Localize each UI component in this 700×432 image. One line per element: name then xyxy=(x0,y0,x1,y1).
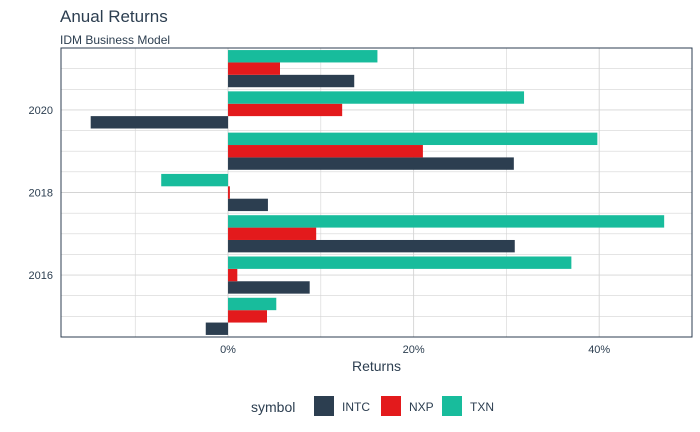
bar-txn-2018 xyxy=(161,173,229,187)
bar-intc-2019 xyxy=(228,157,514,170)
y-tick-label: 2020 xyxy=(29,105,53,117)
plot-panel-border xyxy=(60,47,693,338)
chart-title: Anual Returns xyxy=(60,7,168,26)
bar-nxp-2016 xyxy=(228,268,238,282)
legend-label-nxp: NXP xyxy=(409,400,434,414)
bar-txn-2016 xyxy=(228,256,572,269)
bar-nxp-2019 xyxy=(228,145,423,158)
legend-label-intc: INTC xyxy=(342,400,370,414)
bar-intc-2020 xyxy=(90,116,229,129)
legend-label-txn: TXN xyxy=(470,400,494,414)
bar-nxp-2018 xyxy=(228,186,230,199)
x-tick-label: 0% xyxy=(220,344,236,356)
legend-title: symbol xyxy=(251,399,295,415)
legend-swatch-nxp xyxy=(381,396,401,416)
bar-intc-2015 xyxy=(205,322,229,335)
bar-intc-2021 xyxy=(228,74,355,88)
bar-intc-2017 xyxy=(228,239,515,253)
legend-swatch-intc xyxy=(314,396,334,416)
bar-nxp-2015 xyxy=(228,310,268,323)
bar-nxp-2017 xyxy=(228,227,317,240)
bar-txn-2019 xyxy=(228,132,598,146)
bar-txn-2017 xyxy=(228,215,665,228)
y-tick-label: 2016 xyxy=(29,270,53,282)
bar-txn-2020 xyxy=(228,91,525,104)
bar-nxp-2021 xyxy=(228,62,280,75)
chart-subtitle: IDM Business Model xyxy=(60,33,171,47)
x-axis-label: Returns xyxy=(352,358,401,374)
bar-txn-2015 xyxy=(228,297,277,311)
x-tick-label: 40% xyxy=(588,344,610,356)
bar-intc-2018 xyxy=(228,198,268,212)
y-tick-label: 2018 xyxy=(29,188,53,200)
bar-nxp-2020 xyxy=(228,103,343,117)
bar-intc-2016 xyxy=(228,281,310,294)
x-tick-label: 20% xyxy=(403,344,425,356)
legend-swatch-txn xyxy=(442,396,462,416)
bar-txn-2021 xyxy=(228,50,378,63)
